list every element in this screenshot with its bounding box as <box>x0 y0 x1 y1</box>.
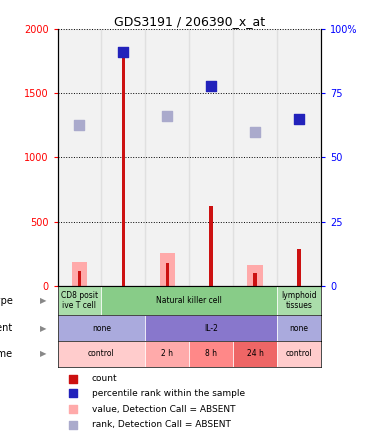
Bar <box>145 341 189 367</box>
Text: 2 h: 2 h <box>161 349 173 358</box>
Text: CD8 posit
ive T cell: CD8 posit ive T cell <box>61 291 98 310</box>
Bar <box>58 315 145 341</box>
Text: percentile rank within the sample: percentile rank within the sample <box>92 389 245 398</box>
Text: ▶: ▶ <box>40 349 46 358</box>
Bar <box>253 273 257 286</box>
Text: none: none <box>289 324 308 333</box>
Bar <box>189 29 233 286</box>
Bar <box>145 315 277 341</box>
Text: lymphoid
tissues: lymphoid tissues <box>281 291 317 310</box>
Bar <box>78 270 81 286</box>
Bar <box>247 266 263 286</box>
Bar <box>277 315 321 341</box>
Bar <box>297 249 301 286</box>
Bar <box>122 52 125 286</box>
Text: control: control <box>88 349 115 358</box>
Text: agent: agent <box>0 323 13 333</box>
Bar <box>277 29 321 286</box>
Text: control: control <box>286 349 312 358</box>
Point <box>296 116 302 123</box>
Point <box>164 113 170 120</box>
Bar <box>209 206 213 286</box>
Point <box>252 128 258 135</box>
Point <box>76 122 82 129</box>
Bar <box>58 286 101 315</box>
Point <box>208 83 214 90</box>
Text: 24 h: 24 h <box>247 349 263 358</box>
Text: ▶: ▶ <box>40 296 46 305</box>
Point <box>70 375 76 382</box>
Text: rank, Detection Call = ABSENT: rank, Detection Call = ABSENT <box>92 420 231 429</box>
Bar <box>233 341 277 367</box>
Bar <box>101 29 145 286</box>
Bar <box>165 263 169 286</box>
Point <box>70 390 76 397</box>
Bar <box>160 253 175 286</box>
Bar <box>72 262 87 286</box>
Bar <box>189 341 233 367</box>
Bar <box>277 286 321 315</box>
Text: Natural killer cell: Natural killer cell <box>156 296 222 305</box>
Bar <box>145 29 189 286</box>
Bar <box>58 341 145 367</box>
Text: cell type: cell type <box>0 296 13 305</box>
Text: value, Detection Call = ABSENT: value, Detection Call = ABSENT <box>92 404 235 414</box>
Point <box>70 405 76 412</box>
Bar <box>58 29 101 286</box>
Text: ▶: ▶ <box>40 324 46 333</box>
Text: 8 h: 8 h <box>205 349 217 358</box>
Point <box>121 48 127 56</box>
Text: none: none <box>92 324 111 333</box>
Bar <box>101 286 277 315</box>
Text: time: time <box>0 349 13 359</box>
Text: count: count <box>92 374 117 383</box>
Bar <box>277 341 321 367</box>
Text: IL-2: IL-2 <box>204 324 218 333</box>
Title: GDS3191 / 206390_x_at: GDS3191 / 206390_x_at <box>114 15 265 28</box>
Point <box>70 421 76 428</box>
Bar <box>233 29 277 286</box>
